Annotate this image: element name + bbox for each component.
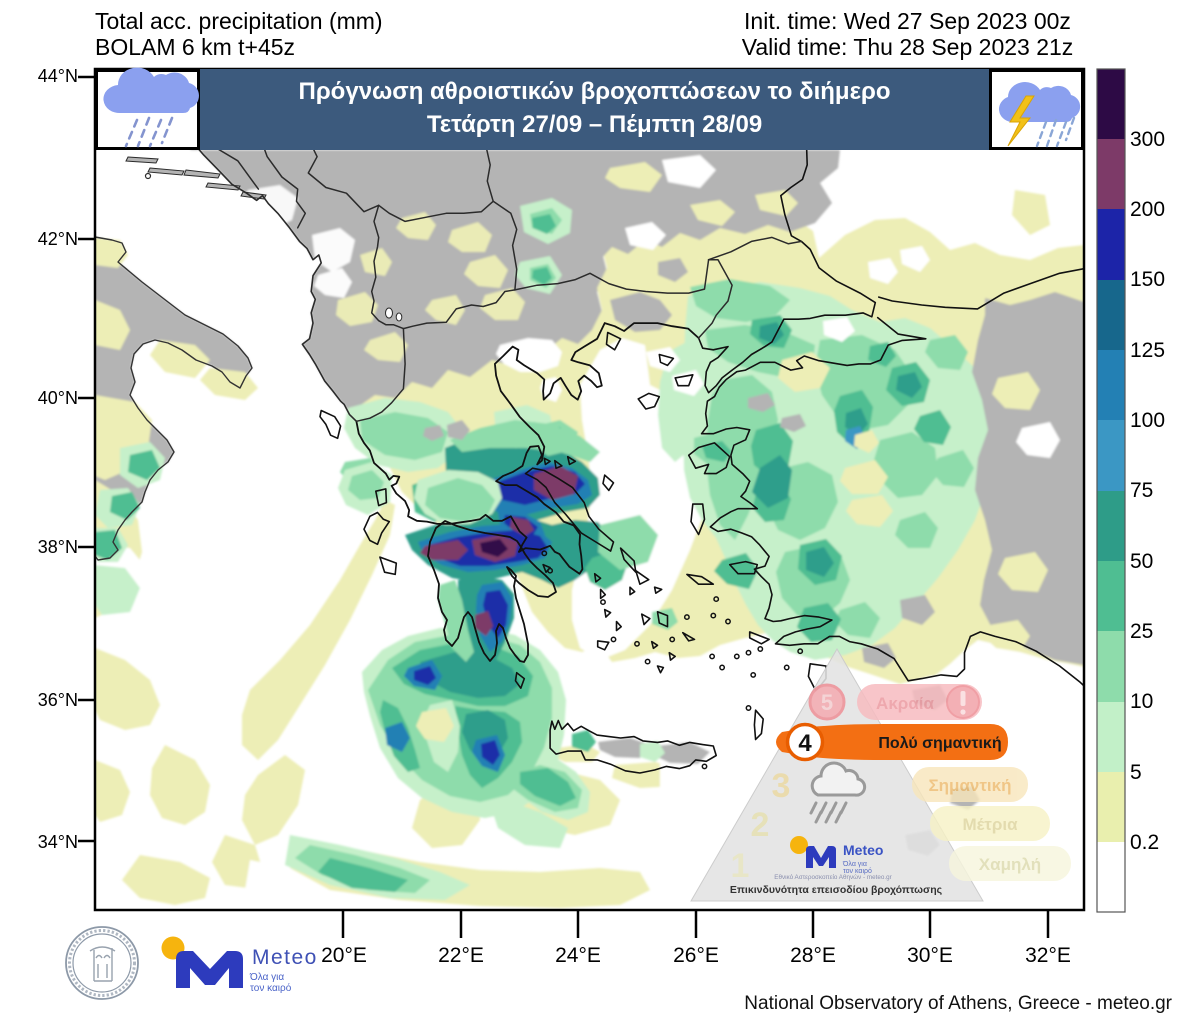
svg-text:Ακραία: Ακραία bbox=[876, 694, 934, 713]
svg-text:Meteo: Meteo bbox=[252, 946, 318, 969]
svg-text:3: 3 bbox=[772, 767, 791, 805]
svg-text:Επικινδυνότητα επεισοδίου βροχ: Επικινδυνότητα επεισοδίου βροχόπτωσης bbox=[730, 884, 943, 896]
svg-text:1: 1 bbox=[731, 847, 750, 885]
svg-text:5: 5 bbox=[821, 690, 833, 715]
svg-text:τον καιρό: τον καιρό bbox=[843, 867, 872, 875]
svg-text:Σημαντική: Σημαντική bbox=[928, 776, 1011, 795]
svg-text:Όλα για: Όλα για bbox=[249, 972, 284, 983]
svg-text:Πολύ σημαντική: Πολύ σημαντική bbox=[878, 735, 1001, 752]
svg-text:4: 4 bbox=[798, 730, 812, 757]
svg-text:Χαμηλή: Χαμηλή bbox=[979, 855, 1041, 874]
svg-text:2: 2 bbox=[751, 806, 770, 844]
svg-text:τον καιρό: τον καιρό bbox=[250, 982, 292, 994]
svg-text:Εθνικό Αστεροσκοπείο Αθηνών -: Εθνικό Αστεροσκοπείο Αθηνών - meteo.gr bbox=[774, 873, 891, 881]
svg-text:Meteo: Meteo bbox=[843, 842, 883, 858]
svg-text:Όλα για: Όλα για bbox=[842, 861, 867, 868]
svg-text:Μέτρια: Μέτρια bbox=[962, 815, 1018, 834]
